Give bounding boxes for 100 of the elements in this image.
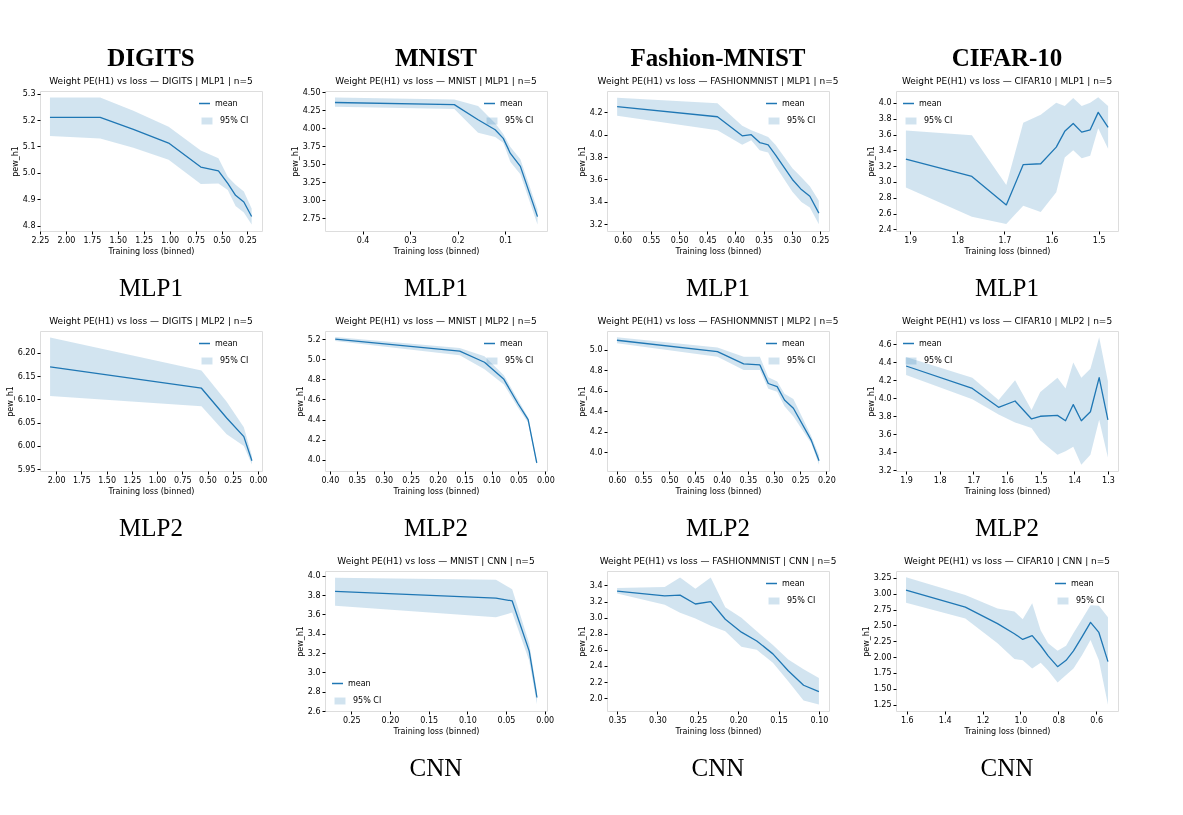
x-tick-label: 0.45 — [698, 235, 717, 245]
y-tick-label: 4.00 — [302, 123, 321, 133]
y-tick-label: 4.4 — [878, 357, 892, 367]
text: CIFAR-10 — [951, 44, 1063, 71]
y-tick-label: 2.8 — [878, 193, 892, 203]
y-tick-label: 4.6 — [589, 386, 603, 396]
y-tick-label: 5.1 — [22, 141, 36, 151]
x-tick-label: 0.55 — [634, 475, 653, 485]
x-tick-label: 1.4 — [938, 715, 952, 725]
x-tick-label: 0.40 — [727, 235, 745, 245]
y-tick-label: 6.20 — [17, 348, 36, 358]
y-axis-title: pew_h1 — [295, 386, 305, 417]
y-tick-label: 6.10 — [17, 394, 36, 404]
text: MLP1 — [975, 274, 1039, 301]
y-tick-label: 3.2 — [589, 597, 603, 607]
y-tick-label: 3.0 — [589, 613, 603, 623]
y-tick-label: 5.95 — [17, 464, 36, 474]
annotation: 95% CI — [787, 356, 816, 365]
x-tick-label: 0.30 — [765, 475, 784, 485]
y-tick-label: 2.4 — [878, 224, 892, 234]
chart-title: Weight PE(H1) vs loss — MNIST | MLP2 | n=5 — [335, 316, 537, 326]
y-tick-label: 4.0 — [307, 455, 321, 465]
x-tick-label: 0.4 — [356, 235, 370, 245]
y-tick-label: 5.2 — [22, 115, 36, 125]
y-tick-label: 3.6 — [878, 429, 892, 439]
line-series — [616, 590, 820, 693]
x-tick-label: 1.0 — [1014, 715, 1028, 725]
y-tick-label: 2.6 — [589, 645, 603, 655]
y-axis-title: pew_h1 — [5, 386, 15, 417]
y-axis-title: pew_h1 — [861, 626, 871, 657]
x-axis-title: Training loss (binned) — [963, 726, 1051, 736]
x-tick-label: 1.9 — [900, 475, 913, 485]
y-tick-label: 3.4 — [589, 197, 603, 207]
y-tick-label: 4.9 — [22, 194, 36, 204]
chart-title: Weight PE(H1) vs loss — FASHIONMNIST | MLP2 | n=5 — [597, 316, 839, 326]
x-tick-label: 1.00 — [161, 235, 180, 245]
x-tick-label: 0.25 — [811, 235, 830, 245]
y-tick-label: 1.25 — [873, 700, 892, 710]
x-tick-label: 1.2 — [976, 715, 990, 725]
y-axis-title: pew_h1 — [577, 146, 587, 177]
line-series — [905, 111, 1109, 206]
y-tick-label: 3.6 — [307, 609, 321, 619]
annotation: 95% CI — [220, 356, 249, 365]
chart-title: Weight PE(H1) vs loss — DIGITS | MLP1 | n=5 — [49, 76, 253, 86]
y-tick-label: 3.50 — [302, 159, 321, 169]
x-tick-label: 0.15 — [456, 475, 474, 485]
x-tick-label: 1.8 — [933, 475, 947, 485]
x-tick-label: 1.75 — [72, 475, 91, 485]
x-tick-label: 1.50 — [98, 475, 117, 485]
chart-title: Weight PE(H1) vs loss — FASHIONMNIST | MLP1 | n=5 — [597, 76, 839, 86]
x-tick-label: 0.10 — [458, 715, 477, 725]
x-tick-label: 1.5 — [1092, 235, 1106, 245]
annotation: 95% CI — [505, 356, 534, 365]
y-tick-label: 1.50 — [873, 684, 892, 694]
x-tick-label: 1.50 — [109, 235, 128, 245]
x-tick-label: 0.50 — [199, 475, 217, 485]
x-tick-label: 0.15 — [420, 715, 439, 725]
y-tick-label: 4.25 — [302, 105, 321, 115]
x-tick-label: 0.35 — [739, 475, 758, 485]
y-tick-label: 3.2 — [307, 648, 321, 658]
y-tick-label: 2.8 — [307, 687, 321, 697]
annotation: 95% CI — [353, 696, 382, 705]
chart-title: Weight PE(H1) vs loss — DIGITS | MLP2 | n=5 — [49, 316, 253, 326]
x-tick-label: 0.15 — [770, 715, 788, 725]
x-tick-label: 1.75 — [83, 235, 102, 245]
y-tick-label: 3.25 — [302, 177, 321, 187]
x-axis-title: Training loss (binned) — [392, 246, 480, 256]
x-tick-label: 0.6 — [1090, 715, 1104, 725]
x-tick-label: 0.50 — [660, 475, 679, 485]
text: MLP1 — [119, 274, 183, 301]
x-tick-label: 0.20 — [381, 715, 400, 725]
y-tick-label: 2.4 — [589, 661, 603, 671]
y-tick-label: 3.8 — [307, 590, 321, 600]
x-tick-label: 0.25 — [402, 475, 421, 485]
x-tick-label: 1.25 — [135, 235, 154, 245]
annotation: 95% CI — [924, 356, 953, 365]
x-tick-label: 0.25 — [689, 715, 708, 725]
legend-label: mean — [348, 678, 371, 688]
line-series — [905, 589, 1109, 668]
y-tick-label: 4.2 — [589, 427, 603, 437]
y-tick-label: 3.4 — [589, 580, 603, 590]
x-tick-label: 0.25 — [791, 475, 810, 485]
y-tick-label: 4.0 — [307, 571, 321, 581]
x-axis-title: Training loss (binned) — [392, 726, 480, 736]
x-tick-label: 0.10 — [483, 475, 501, 485]
x-tick-label: 0.1 — [499, 235, 513, 245]
y-tick-label: 5.0 — [22, 168, 36, 178]
x-tick-label: 0.35 — [755, 235, 774, 245]
x-tick-label: 2.25 — [31, 235, 50, 245]
legend-label: mean — [782, 98, 805, 108]
x-tick-label: 1.00 — [148, 475, 167, 485]
y-tick-label: 3.4 — [307, 629, 321, 639]
x-tick-label: 0.40 — [713, 475, 732, 485]
annotation: 95% CI — [787, 596, 816, 605]
legend-label: mean — [919, 98, 942, 108]
y-axis-title: pew_h1 — [10, 146, 20, 177]
line-series — [905, 365, 1109, 422]
text: MLP2 — [119, 514, 183, 541]
legend-label: mean — [1071, 578, 1094, 588]
y-tick-label: 3.4 — [878, 447, 892, 457]
